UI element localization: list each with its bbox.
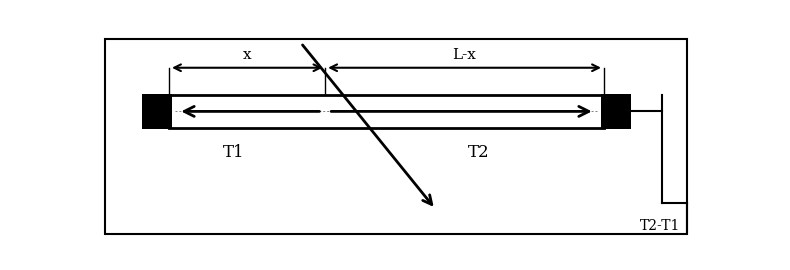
- Text: T2: T2: [468, 144, 489, 161]
- Bar: [141, 94, 172, 129]
- Bar: [600, 94, 631, 129]
- Bar: [169, 95, 604, 128]
- Text: L-x: L-x: [453, 48, 476, 62]
- Text: T1: T1: [223, 144, 244, 161]
- Text: x: x: [243, 48, 251, 62]
- Text: T2-T1: T2-T1: [640, 219, 680, 233]
